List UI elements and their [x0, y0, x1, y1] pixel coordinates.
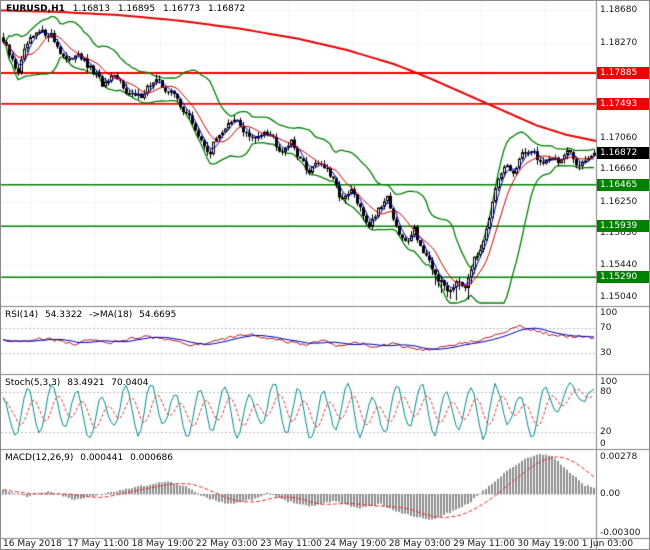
- chart-window: EURUSD,H1 1.16813 1.16895 1.16773 1.1687…: [0, 0, 650, 550]
- price-chart-canvas[interactable]: [1, 1, 649, 549]
